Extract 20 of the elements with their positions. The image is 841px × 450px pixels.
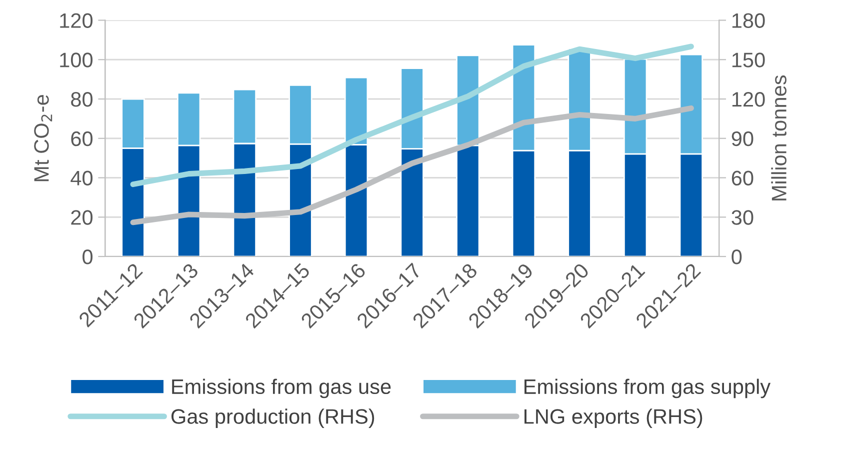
legend-label: LNG exports (RHS): [524, 408, 702, 428]
y2-tick-label: 0: [732, 250, 742, 264]
legend-label: Gas production (RHS): [171, 408, 374, 428]
y-tick-label: 120: [60, 13, 93, 28]
y-axis-title: Mt CO$_{2}$-e: [34, 95, 52, 182]
y2-tick-label: 120: [732, 92, 765, 107]
y2-axis-title: Million tonnes: [771, 75, 786, 200]
y2-tick-label: 90: [732, 131, 754, 146]
legend-label: Emissions from gas supply: [524, 378, 771, 398]
y-tick-label: 100: [60, 52, 93, 68]
y-tick-label: 20: [71, 210, 93, 225]
legend-label: Emissions from gas use: [172, 378, 391, 398]
y2-tick-label: 60: [732, 170, 754, 186]
y-tick-label: 40: [70, 170, 93, 186]
y2-tick-label: 180: [732, 13, 765, 28]
y-tick-label: 80: [71, 92, 93, 107]
y-tick-label: 0: [82, 250, 93, 264]
y-tick-label: 60: [71, 131, 93, 146]
y2-tick-label: 150: [732, 52, 765, 68]
y2-tick-label: 30: [732, 210, 754, 225]
